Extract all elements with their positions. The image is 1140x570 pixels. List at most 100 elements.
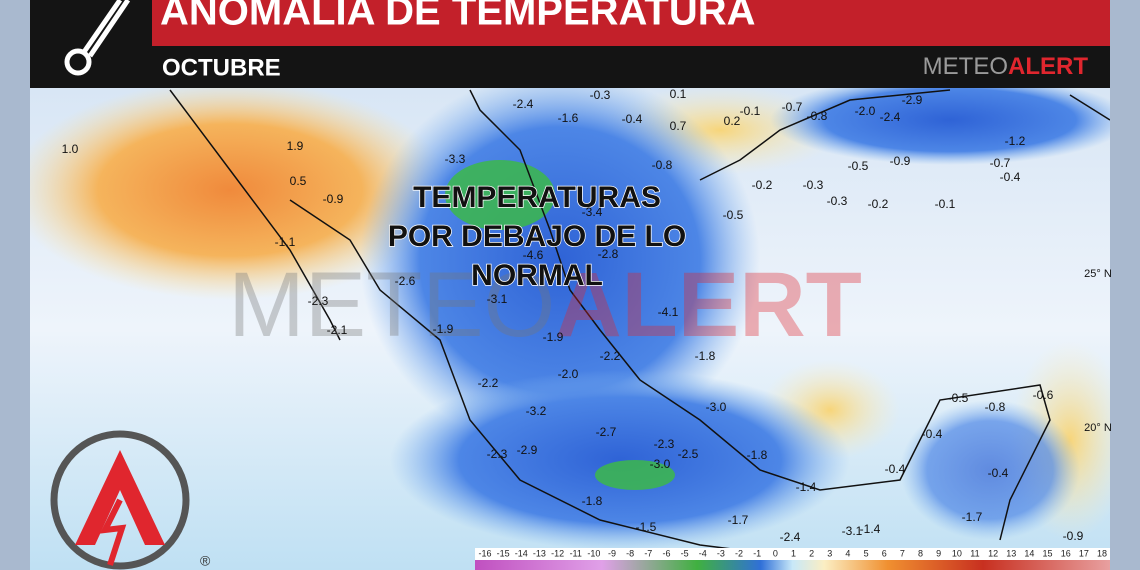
- colorbar-tick-label: 2: [809, 548, 814, 558]
- anomaly-label: -0.4: [988, 466, 1009, 480]
- colorbar-tick-bg: [475, 548, 1110, 560]
- anomaly-label: -2.2: [478, 376, 499, 390]
- anomaly-label: -0.5: [723, 208, 744, 222]
- colorbar-tick-label: -16: [478, 548, 491, 558]
- colorbar-tick-label: 3: [827, 548, 832, 558]
- anomaly-label: -1.7: [728, 513, 749, 527]
- cold-area: [770, 75, 1130, 165]
- anomaly-label: -0.4: [885, 462, 906, 476]
- anomaly-label: 0.5: [290, 174, 307, 188]
- anomaly-label: -1.4: [796, 480, 817, 494]
- anomaly-label: -1.4: [860, 522, 881, 536]
- anomaly-label: -1.6: [558, 111, 579, 125]
- anomaly-label: -0.3: [827, 194, 848, 208]
- brand-alert: ALERT: [1008, 53, 1088, 80]
- anomaly-label: -1.1: [275, 235, 296, 249]
- anomaly-label: -3.1: [842, 524, 863, 538]
- overlay-text: NORMAL: [471, 259, 603, 292]
- colorbar-tick-label: 16: [1061, 548, 1071, 558]
- colorbar-tick-label: -8: [626, 548, 634, 558]
- colorbar-tick-label: -11: [570, 548, 582, 558]
- overlay-text: POR DEBAJO DE LO: [388, 220, 686, 253]
- anomaly-label: -1.2: [1005, 134, 1026, 148]
- anomaly-label: -0.7: [990, 156, 1011, 170]
- anomaly-label: -0.6: [1033, 388, 1054, 402]
- colorbar-tick-label: -1: [753, 548, 761, 558]
- anomaly-label: 0.2: [724, 114, 741, 128]
- latitude-label: 20° N: [1084, 422, 1112, 434]
- warm-area: [10, 80, 450, 300]
- anomaly-label: -4.1: [658, 305, 679, 319]
- anomaly-label: -3.2: [526, 404, 547, 418]
- colorbar-tick-label: -9: [608, 548, 616, 558]
- colorbar-tick-label: -4: [699, 548, 707, 558]
- anomaly-label: -1.9: [543, 330, 564, 344]
- anomaly-label: -3.1: [487, 292, 508, 306]
- anomaly-label: -2.3: [308, 294, 329, 308]
- anomaly-label: -1.7: [962, 510, 983, 524]
- brand: METEOALERT: [923, 53, 1089, 80]
- anomaly-label: -2.7: [596, 425, 617, 439]
- colorbar-tick-label: -13: [533, 548, 546, 558]
- logo: [50, 430, 190, 570]
- anomaly-label: -0.4: [922, 427, 943, 441]
- anomaly-label: -0.9: [890, 154, 911, 168]
- anomaly-label: 1.0: [62, 142, 79, 156]
- colorbar-tick-label: 10: [952, 548, 962, 558]
- latitude-label: 25° N: [1084, 268, 1112, 280]
- anomaly-label: 0.1: [670, 87, 687, 101]
- colorbar-tick-label: -10: [587, 548, 600, 558]
- colorbar-tick-label: 1: [791, 548, 796, 558]
- anomaly-label: -2.0: [558, 367, 579, 381]
- anomaly-label: -2.5: [678, 447, 699, 461]
- anomaly-label: -0.3: [803, 178, 824, 192]
- watermark-meteo: METEO: [228, 254, 555, 356]
- anomaly-label: -0.4: [1000, 170, 1021, 184]
- colorbar-tick-label: 7: [900, 548, 905, 558]
- title: ANOMALIA DE TEMPERATURA: [160, 0, 756, 34]
- overlay-text: TEMPERATURAS: [413, 181, 661, 214]
- anomaly-label: -0.9: [323, 192, 344, 206]
- title-band: [152, 0, 1110, 46]
- anomaly-label: -1.8: [582, 494, 603, 508]
- coastline: [469, 89, 1051, 541]
- anomaly-label: -0.7: [782, 100, 803, 114]
- anomaly-label: -2.3: [654, 437, 675, 451]
- anomaly-label: -1.9: [433, 322, 454, 336]
- anomaly-label: -2.9: [517, 443, 538, 457]
- anomaly-label: -2.9: [902, 93, 923, 107]
- anomaly-label: -1.8: [695, 349, 716, 363]
- anomaly-label: -0.8: [807, 109, 828, 123]
- anomaly-label: 0.7: [670, 119, 687, 133]
- anomaly-label: -0.8: [652, 158, 673, 172]
- colorbar-tick-label: 5: [864, 548, 869, 558]
- side-strip: [1110, 0, 1140, 570]
- colorbar-tick-label: -5: [681, 548, 689, 558]
- colorbar-tick-label: 6: [882, 548, 887, 558]
- colorbar-tick-label: 12: [988, 548, 998, 558]
- anomaly-label: -0.5: [848, 159, 869, 173]
- colorbar: [475, 560, 1110, 570]
- anomaly-label: -2.4: [780, 530, 801, 544]
- very-cold-area: [445, 160, 555, 230]
- anomaly-label: -2.4: [513, 97, 534, 111]
- anomaly-label: -0.8: [985, 400, 1006, 414]
- colorbar-tick-label: 0: [773, 548, 778, 558]
- colorbar-tick-label: -7: [644, 548, 652, 558]
- colorbar-tick-label: 9: [936, 548, 941, 558]
- very-cold-area: [595, 460, 675, 490]
- colorbar-tick-label: 15: [1043, 548, 1053, 558]
- colorbar-tick-label: -14: [515, 548, 528, 558]
- anomaly-label: -0.2: [752, 178, 773, 192]
- anomaly-label: -1.8: [747, 448, 768, 462]
- anomaly-label: -2.6: [395, 274, 416, 288]
- anomaly-label: -1.5: [636, 520, 657, 534]
- anomaly-label: -3.3: [445, 152, 466, 166]
- anomaly-label: 1.9: [287, 139, 304, 153]
- anomaly-label: -2.2: [600, 349, 621, 363]
- coastline: [699, 89, 1111, 181]
- anomaly-label: -0.1: [740, 104, 761, 118]
- anomaly-label: -0.9: [1063, 529, 1084, 543]
